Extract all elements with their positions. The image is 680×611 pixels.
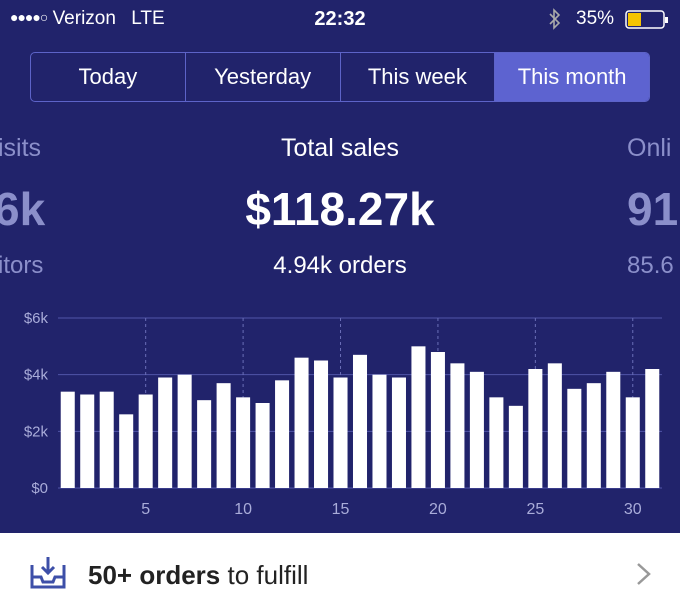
footer-rest: to fulfill — [227, 560, 309, 590]
tab[interactable]: Yesterday — [186, 53, 341, 101]
y-tick-label: $6k — [24, 310, 49, 327]
bar — [606, 371, 621, 488]
bar — [197, 400, 212, 488]
bar — [119, 414, 134, 488]
tab[interactable]: This week — [341, 53, 496, 101]
bar — [645, 369, 660, 488]
signal: ●●●●○ — [10, 9, 48, 25]
bar — [275, 380, 290, 488]
bar — [469, 371, 484, 488]
y-tick-label: $4k — [24, 367, 49, 384]
bar — [236, 397, 251, 488]
footer-bold: 50+ orders — [88, 560, 221, 590]
bar — [567, 388, 582, 488]
status-left: ●●●●○ Verizon LTE — [10, 8, 165, 30]
carrier: Verizon — [52, 8, 116, 29]
x-tick-label: 20 — [429, 501, 447, 518]
bar — [294, 357, 309, 488]
side-title: Onli — [627, 134, 672, 162]
bar — [352, 354, 368, 488]
bar — [138, 394, 153, 488]
battery-text: 35% — [576, 8, 615, 29]
side-value: 6k — [0, 183, 46, 235]
bar — [80, 394, 95, 488]
chart: $0 $2k $4k $6k 5 10 15 20 25 30 — [24, 310, 662, 518]
side-subtitle: 85.6 — [627, 252, 674, 279]
chevron — [637, 563, 651, 585]
side-subtitle: itors — [0, 252, 44, 279]
bar — [625, 397, 640, 488]
x-tick-label: 30 — [624, 501, 642, 518]
x-tick-label: 25 — [526, 501, 544, 518]
bar — [177, 374, 192, 488]
bar — [255, 403, 270, 488]
bar — [99, 391, 114, 488]
bar — [372, 374, 387, 488]
tab-active[interactable]: This month — [495, 53, 649, 101]
bar — [333, 377, 348, 488]
side-value: 91 — [627, 183, 679, 235]
bar — [586, 383, 601, 488]
footer-text: 50+ orders to fulfill — [88, 560, 308, 591]
tab-bar: Today Yesterday This week This month — [30, 52, 650, 102]
bar — [547, 363, 562, 488]
y-tick-label: $2k — [24, 423, 49, 440]
bar — [489, 397, 504, 488]
inbox-icon — [30, 557, 66, 589]
x-tick-label: 5 — [141, 501, 150, 518]
y-tick-label: $0 — [31, 480, 48, 497]
time: 22:32 — [314, 8, 366, 30]
bar — [450, 363, 465, 488]
bar — [528, 369, 543, 488]
x-tick-label: 15 — [332, 501, 350, 518]
bar — [391, 377, 406, 488]
summary-value: $118.27k — [245, 183, 435, 235]
side-title: isits — [0, 134, 42, 162]
bar — [60, 391, 75, 488]
x-tick-label: 10 — [234, 501, 252, 518]
bar — [158, 377, 173, 488]
bluetooth-icon — [549, 8, 561, 30]
bar — [411, 346, 426, 488]
bar — [216, 383, 231, 488]
battery-icon — [625, 10, 668, 29]
app: ●●●●○ Verizon LTE 22:32 35% Today Yester… — [0, 0, 680, 533]
footer[interactable]: 50+ orders to fulfill — [0, 533, 680, 611]
bar — [314, 360, 329, 488]
network: LTE — [131, 8, 165, 29]
summary-subtitle: 4.94k orders — [273, 252, 407, 279]
summary-title: Total sales — [280, 134, 400, 162]
bar — [430, 352, 445, 488]
bar — [508, 405, 523, 488]
tab[interactable]: Today — [31, 53, 186, 101]
